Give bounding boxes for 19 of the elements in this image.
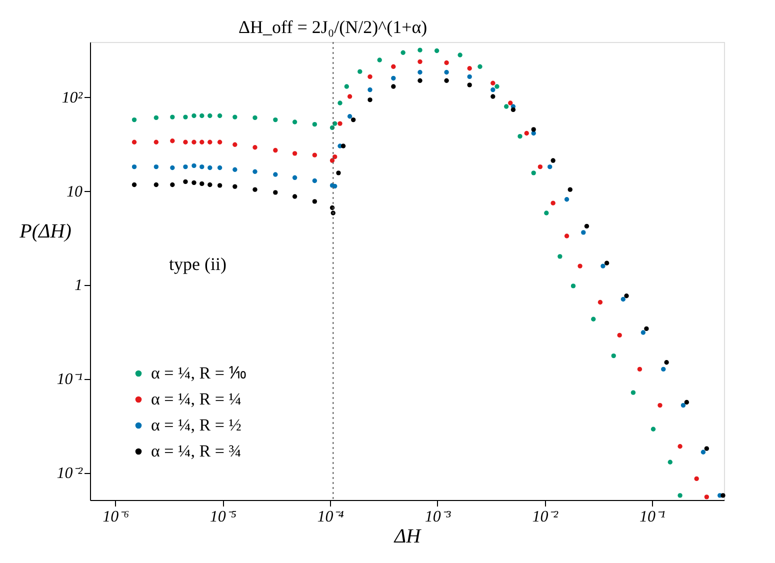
x-axis-title: ΔH: [393, 526, 422, 548]
y-tick-label: 10: [66, 183, 82, 200]
legend-label: α = ¼, R = ⅒: [151, 364, 247, 382]
x-tick-label: 10⁻³: [424, 508, 451, 526]
legend-label: α = ¼, R = ¾: [151, 442, 242, 460]
x-tick-label: 10⁻⁵: [210, 508, 237, 526]
y-tick-label: 10⁻¹: [56, 371, 83, 388]
x-tick-label: 10⁻⁴: [317, 508, 344, 526]
annotation: type (ii): [169, 254, 227, 274]
legend-label: α = ¼, R = ½: [151, 416, 242, 434]
text: ΔH_off = 2J₀/(N/2)^(1+α): [238, 17, 428, 37]
x-tick-label: 10⁻⁶: [102, 508, 130, 526]
y-axis-title: P(ΔH): [18, 220, 72, 242]
y-tick-label: 1: [74, 277, 82, 294]
x-tick-label: 10⁻¹: [639, 508, 666, 526]
y-tick-label: 10⁻²: [56, 465, 84, 482]
x-tick-label: 10⁻²: [532, 508, 560, 526]
legend-label: α = ¼, R = ¼: [151, 390, 242, 408]
y-tick-label: 10²: [62, 89, 84, 106]
